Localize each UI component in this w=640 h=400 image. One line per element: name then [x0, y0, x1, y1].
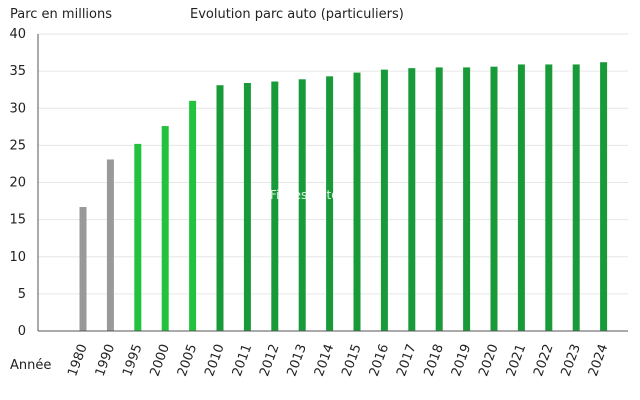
- watermark-text: Fiches-auto.fr: [270, 188, 351, 202]
- x-tick-labels: 1980 1990 1995 2000 2005 2010 2011 2012 2013 2014…: [65, 342, 611, 378]
- x-tick-label: 2010: [202, 342, 227, 378]
- bar-2013: [298, 79, 306, 331]
- y-tick-label: 30: [9, 101, 26, 116]
- y-tick-label: 10: [9, 250, 26, 265]
- x-tick-label: 2016: [367, 342, 392, 378]
- bar-1995: [134, 143, 142, 331]
- bar-2012: [271, 81, 279, 332]
- y-tick-label: 15: [9, 213, 26, 228]
- y-tick-labels: 0 5 10 15 20 25 30 35 40: [9, 27, 26, 339]
- x-tick-label: 2024: [586, 342, 611, 378]
- bar-2017: [408, 68, 416, 331]
- x-tick-label: 2014: [312, 342, 337, 378]
- bar-2005: [189, 100, 197, 331]
- x-tick-label: 2018: [422, 342, 447, 378]
- x-tick-label: 2020: [476, 342, 501, 378]
- bar-2016: [380, 69, 388, 331]
- y-tick-label: 35: [9, 64, 26, 79]
- bar-2021: [517, 64, 525, 331]
- y-tick-label: 25: [9, 138, 26, 153]
- x-tick-label: 2000: [148, 342, 173, 378]
- bar-2024: [600, 62, 608, 332]
- x-tick-label: 2015: [339, 342, 364, 378]
- bar-1980: [79, 207, 87, 331]
- bar-2023: [572, 64, 580, 331]
- bars: [79, 62, 608, 332]
- bar-2022: [545, 64, 553, 331]
- y-tick-label: 5: [18, 287, 26, 302]
- x-tick-label: 1995: [120, 342, 145, 378]
- bar-2018: [435, 67, 443, 331]
- x-tick-label: 2011: [230, 342, 255, 378]
- bar-2011: [243, 83, 251, 331]
- x-tick-label: 2021: [504, 342, 529, 378]
- x-tick-label: 2005: [175, 342, 200, 378]
- chart-title: Evolution parc auto (particuliers): [190, 7, 404, 22]
- bar-2010: [216, 85, 224, 331]
- bar-2014: [326, 76, 334, 331]
- bar-2015: [353, 72, 361, 332]
- y-axis-title: Parc en millions: [10, 7, 113, 22]
- y-tick-label: 40: [9, 27, 26, 42]
- x-tick-label: 2022: [531, 342, 556, 378]
- x-tick-label: 1990: [93, 342, 118, 378]
- x-tick-label: 2013: [285, 342, 310, 378]
- bar-2019: [463, 67, 471, 331]
- bar-2020: [490, 66, 498, 332]
- x-axis-title: Année: [10, 358, 52, 373]
- x-tick-label: 2023: [559, 342, 584, 378]
- bar-2000: [161, 126, 169, 331]
- x-tick-label: 2019: [449, 342, 474, 378]
- y-tick-label: 0: [18, 324, 26, 339]
- x-tick-label: 2017: [394, 342, 419, 378]
- x-tick-label: 2012: [257, 342, 282, 378]
- bar-1990: [106, 159, 114, 331]
- x-tick-label: 1980: [65, 342, 90, 378]
- y-tick-label: 20: [9, 176, 26, 191]
